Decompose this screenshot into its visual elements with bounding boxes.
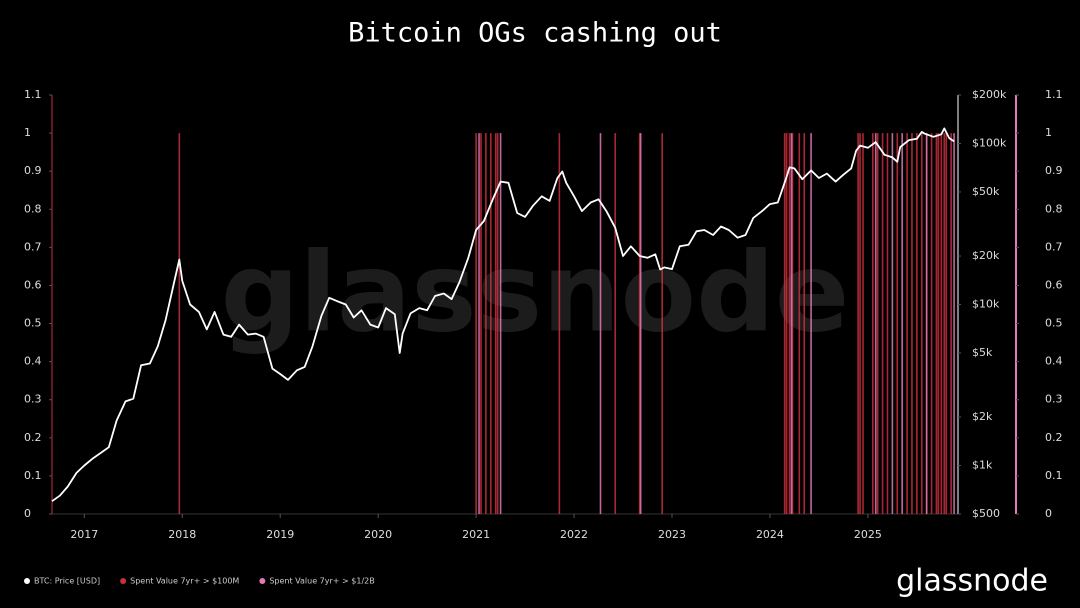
- watermark: glassnode: [221, 228, 850, 356]
- y3-tick-label: 0.5: [1045, 317, 1063, 330]
- y-tick-label: 0.1: [24, 469, 42, 482]
- x-tick-label: 2022: [560, 528, 588, 541]
- logo: glassnode: [896, 564, 1048, 599]
- x-tick-label: 2020: [364, 528, 392, 541]
- y3-tick-label: 0.8: [1045, 202, 1063, 215]
- x-tick-label: 2024: [756, 528, 784, 541]
- y3-tick-label: 0.7: [1045, 240, 1063, 253]
- y-tick-label: 1.1: [24, 88, 42, 101]
- y-tick-label: 0: [24, 507, 31, 520]
- legend-marker: [259, 578, 266, 584]
- y2-tick-label: $20k: [972, 249, 1000, 262]
- y3-tick-label: 1.1: [1045, 88, 1063, 101]
- y3-tick-label: 0.9: [1045, 164, 1063, 177]
- y-tick-label: 0.2: [24, 431, 42, 444]
- y2-tick-label: $10k: [972, 298, 1000, 311]
- y2-tick-label: $50k: [972, 185, 1000, 198]
- x-tick-label: 2023: [658, 528, 686, 541]
- y3-tick-label: 0.3: [1045, 393, 1063, 406]
- y2-tick-label: $1k: [972, 459, 993, 472]
- legend-marker: [24, 578, 30, 584]
- price-line: [51, 127, 955, 502]
- y2-tick-label: $2k: [972, 410, 993, 423]
- legend-marker: [120, 578, 127, 584]
- y2-tick-label: $5k: [972, 346, 993, 359]
- y3-tick-label: 0.2: [1045, 431, 1063, 444]
- y2-tick-label: $100k: [972, 136, 1007, 149]
- y-tick-label: 0.8: [24, 202, 42, 215]
- y2-tick-label: $500: [972, 507, 1000, 520]
- y-tick-label: 0.4: [24, 355, 42, 368]
- y3-tick-label: 0.1: [1045, 469, 1063, 482]
- x-tick-label: 2017: [70, 528, 98, 541]
- y-tick-label: 0.3: [24, 393, 42, 406]
- y3-tick-label: 1: [1045, 126, 1052, 139]
- y3-tick-label: 0.4: [1045, 355, 1063, 368]
- y3-tick-label: 0: [1045, 507, 1052, 520]
- x-tick-label: 2021: [462, 528, 490, 541]
- legend-label: Spent Value 7yr+ > $1/2B: [269, 577, 374, 586]
- y-tick-label: 0.5: [24, 317, 42, 330]
- y-tick-label: 0.7: [24, 240, 42, 253]
- legend-label: BTC: Price [USD]: [34, 577, 100, 586]
- x-tick-label: 2019: [266, 528, 294, 541]
- y-tick-label: 1: [24, 126, 31, 139]
- x-tick-label: 2025: [854, 528, 882, 541]
- y3-tick-label: 0.6: [1045, 278, 1063, 291]
- y2-tick-label: $200k: [972, 88, 1007, 101]
- y-tick-label: 0.9: [24, 164, 42, 177]
- x-tick-label: 2018: [168, 528, 196, 541]
- legend-label: Spent Value 7yr+ > $100M: [130, 577, 239, 586]
- y-tick-label: 0.6: [24, 278, 42, 291]
- chart-title: Bitcoin OGs cashing out: [348, 18, 722, 49]
